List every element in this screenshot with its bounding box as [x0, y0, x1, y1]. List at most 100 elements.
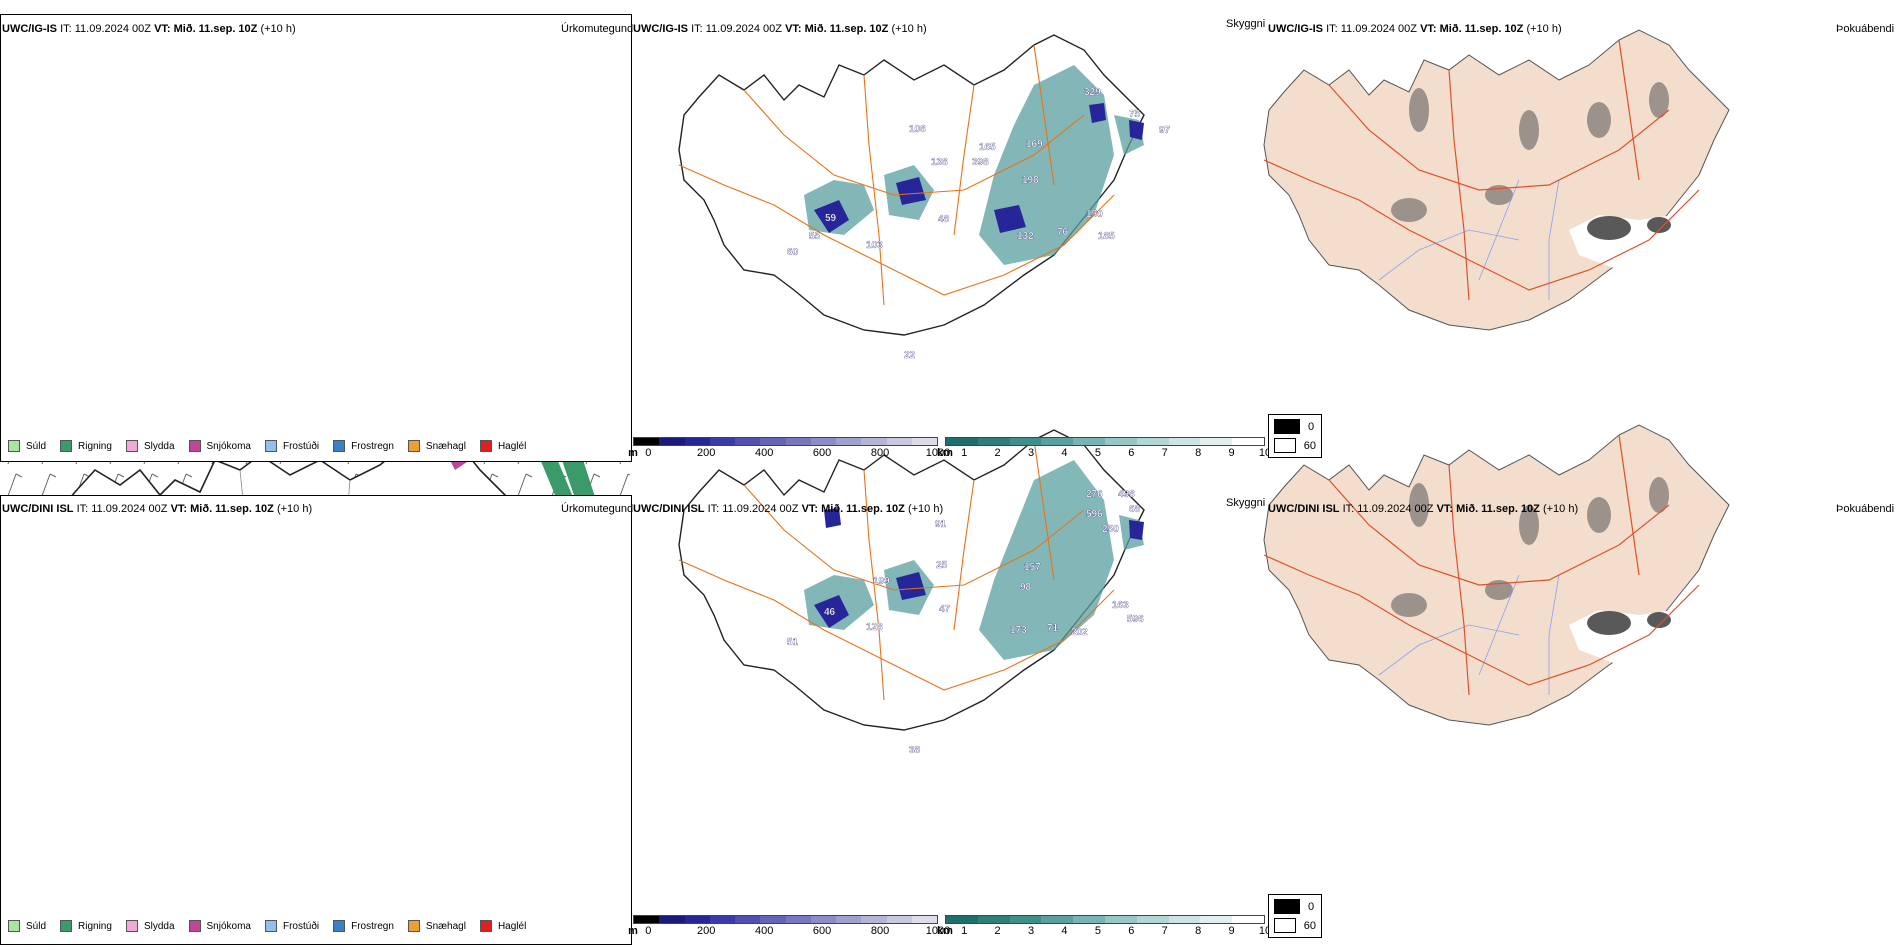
ceiling-value-label: 59 [825, 213, 837, 224]
ceiling-value-label: 103 [866, 240, 883, 251]
wind-barb [41, 473, 57, 497]
precip-variable-bottom: Úrkomutegund [561, 503, 634, 515]
colorbar-tick: 0 [645, 925, 652, 937]
legend-label: Frostúði [282, 920, 320, 932]
legend-label: Rigning [78, 920, 112, 932]
colorbar-cell [810, 438, 836, 445]
legend-label: Frostúði [282, 440, 320, 452]
fog-map-bottom [1263, 424, 1730, 726]
ceiling-value-label: 163 [1112, 600, 1129, 611]
wind-barb [619, 473, 635, 497]
colorbar-cell [946, 916, 978, 923]
colorbar-tick: 800 [870, 925, 890, 937]
fog-legend-label: 0 [1308, 420, 1315, 433]
colorbar-tick: 600 [812, 447, 832, 459]
precip-title-bottom: UWC/DINI ISL IT: 11.09.2024 00Z VT: Mið.… [2, 503, 313, 515]
ceiling-value-label: 71 [1047, 623, 1059, 634]
ceiling-value-label: 55 [809, 231, 821, 242]
colorbar-cell [785, 916, 811, 923]
ceiling-value-label: 150 [1086, 209, 1103, 220]
colorbar-tick: 2 [994, 925, 1001, 937]
legend-label: Frostregn [351, 440, 394, 452]
ceiling-value-label: 250 [1102, 524, 1119, 535]
wind-barb [517, 473, 533, 497]
colorbar-cell [911, 916, 937, 923]
fog-dark-areas-top [1390, 82, 1669, 222]
legend-label: Snjókoma [206, 920, 251, 932]
legend-label: Snæhagl [425, 440, 466, 452]
colorbar-cell [1232, 916, 1264, 923]
fog-legend-swatch [1274, 899, 1300, 914]
ceiling-value-label: 329 [1084, 87, 1101, 98]
fog-legend-swatch [1274, 438, 1296, 453]
road-network-ceiling-top [679, 44, 1115, 306]
ceiling-title-top: UWC/IG-IS IT: 11.09.2024 00Z VT: Mið. 11… [633, 23, 927, 35]
precip-legend-item: Snæhagl [407, 920, 466, 932]
precip-legend-item: Snjókoma [188, 920, 251, 932]
fog-legend-label: 60 [1303, 439, 1316, 452]
ceiling-value-label: 138 [931, 157, 948, 168]
colorbar-cell [977, 438, 1010, 445]
fog-legend-bottom: 0 60 [1268, 894, 1322, 938]
ceiling-labels-top: 329 75 97 108 165 169 138 398 198 59 48 150 55 132 76 1… [787, 87, 1171, 361]
colorbar-cell [886, 916, 912, 923]
colorbar-cell [911, 438, 937, 445]
fog-map-top [1263, 29, 1730, 331]
colorbar-cell [659, 916, 685, 923]
visibility-colorbar-top: km 1 2 3 4 5 6 7 8 9 10 [937, 437, 1271, 460]
ceiling-labels-bottom: 276 498 596 250 68 91 25 199 157 98 47 46 163 596 173 7… [787, 489, 1144, 756]
colorbar-cell [977, 916, 1010, 923]
legend-label: Snæhagl [425, 920, 466, 932]
ceiling-value-label: 498 [1118, 489, 1135, 500]
precip-legend-item: Frostúði [264, 440, 320, 452]
ceiling-value-label: 98 [1020, 582, 1032, 593]
river-network-fog-bottom [1378, 574, 1560, 695]
colorbar-tick: 3 [1027, 447, 1035, 459]
ceiling-value-label: 165 [979, 142, 996, 153]
precip-legend-item: Slydda [125, 920, 175, 932]
ceiling-value-label: 128 [866, 622, 883, 633]
legend-label: Snjókoma [206, 440, 251, 452]
colorbar-cell [684, 438, 710, 445]
legend-swatch [125, 920, 138, 932]
ceiling-value-label: 75 [1129, 109, 1141, 120]
precip-legend-item: Frostregn [333, 440, 394, 452]
ceiling-value-label: 38 [909, 745, 921, 756]
fog-legend-label: 60 [1303, 919, 1316, 932]
road-network-ceiling-bottom [679, 439, 1115, 701]
legend-swatch [479, 440, 492, 452]
ceiling-map-top: 329 75 97 108 165 169 138 398 198 59 48 150 55 132 76 1… [678, 34, 1171, 361]
wind-barb [7, 473, 23, 497]
fog-variable-bottom: Þokuábendi [1836, 503, 1895, 515]
colorbar-cell [659, 438, 685, 445]
colorbar-tick: 8 [1195, 925, 1202, 937]
colorbar-tick: 1000 [925, 447, 951, 459]
fog-legend-swatch [1274, 918, 1296, 933]
legend-label: Slydda [143, 440, 175, 452]
fog-dark-areas-bottom [1390, 477, 1669, 617]
colorbar-cell [1136, 916, 1169, 923]
legend-swatch [60, 920, 73, 932]
precip-legend-item: Haglél [479, 920, 526, 932]
colorbar-cell [1232, 438, 1264, 445]
legend-swatch [8, 920, 20, 932]
ceiling-value-label: 60 [787, 247, 799, 258]
legend-swatch [333, 920, 346, 932]
iceland-outline-fog-top [1263, 29, 1730, 331]
precip-legend-item: Haglél [479, 440, 526, 452]
colorbar-cell [1168, 916, 1201, 923]
road-network-fog-bottom [1263, 434, 1700, 696]
ceiling-value-label: 596 [1086, 509, 1103, 520]
colorbar-tick: 600 [812, 925, 832, 937]
fog-title-bottom: UWC/DINI ISL IT: 11.09.2024 00Z VT: Mið.… [1268, 503, 1579, 515]
colorbar-cell [785, 438, 811, 445]
legend-swatch [333, 440, 346, 452]
fog-legend-swatch [1274, 419, 1300, 434]
ceiling-value-label: 68 [1129, 504, 1141, 515]
colorbar-tick: 1 [961, 447, 968, 459]
ceiling-value-label: 47 [939, 604, 951, 615]
colorbar-cell [1104, 916, 1137, 923]
legend-swatch [8, 440, 20, 452]
colorbar-cell [709, 916, 735, 923]
fog-legend-row: 0 [1274, 899, 1316, 914]
